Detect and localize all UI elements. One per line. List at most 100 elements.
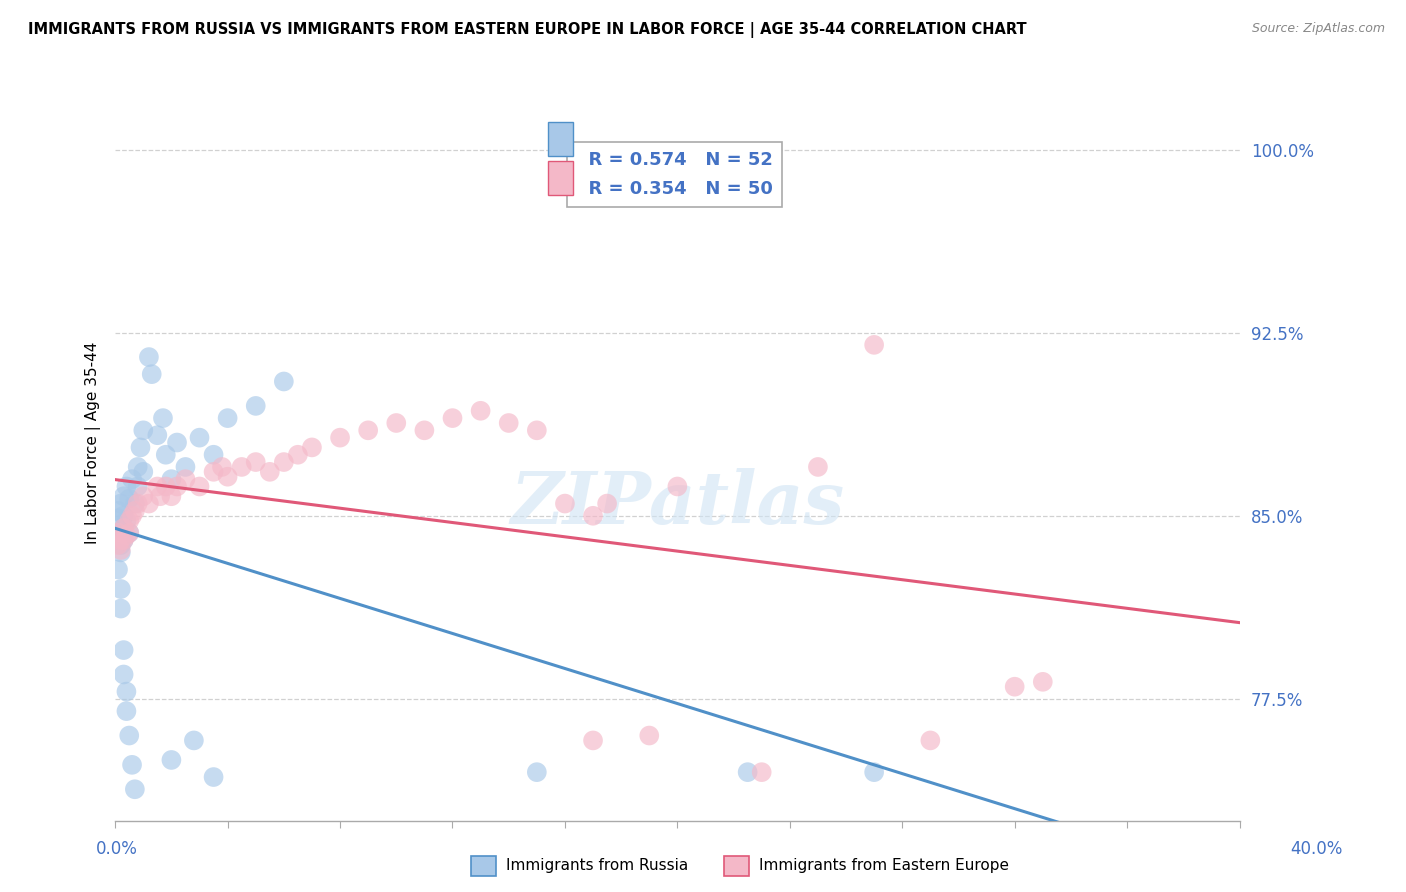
Point	[121, 472, 143, 486]
Point	[273, 455, 295, 469]
Point	[357, 423, 380, 437]
Point	[231, 459, 253, 474]
Point	[110, 538, 132, 552]
Point	[202, 448, 225, 462]
Point	[920, 733, 942, 747]
Point	[112, 508, 135, 523]
Point	[118, 491, 141, 506]
Point	[115, 704, 138, 718]
Point	[138, 350, 160, 364]
Point	[112, 489, 135, 503]
Point	[1032, 674, 1054, 689]
Point	[751, 765, 773, 780]
Point	[863, 765, 886, 780]
Point	[188, 431, 211, 445]
Point	[498, 416, 520, 430]
Bar	[548, 122, 572, 156]
Point	[124, 782, 146, 797]
Point	[110, 543, 132, 558]
Point	[110, 601, 132, 615]
Point	[217, 469, 239, 483]
Point	[107, 533, 129, 548]
Point	[112, 643, 135, 657]
Point	[115, 684, 138, 698]
Text: 0.0%: 0.0%	[96, 840, 138, 858]
Text: Immigrants from Eastern Europe: Immigrants from Eastern Europe	[759, 858, 1010, 872]
Text: R = 0.574   N = 52
  R = 0.354   N = 50: R = 0.574 N = 52 R = 0.354 N = 50	[576, 151, 773, 198]
Point	[807, 459, 830, 474]
Point	[166, 479, 188, 493]
Point	[863, 338, 886, 352]
Point	[188, 479, 211, 493]
Point	[413, 423, 436, 437]
Point	[121, 508, 143, 523]
Y-axis label: In Labor Force | Age 35-44: In Labor Force | Age 35-44	[86, 342, 101, 544]
Point	[160, 489, 183, 503]
Point	[160, 753, 183, 767]
Point	[152, 411, 174, 425]
Point	[596, 497, 619, 511]
Point	[110, 525, 132, 540]
Point	[132, 465, 155, 479]
Point	[174, 472, 197, 486]
Point	[1004, 680, 1026, 694]
Point	[174, 459, 197, 474]
Point	[259, 465, 281, 479]
Text: IMMIGRANTS FROM RUSSIA VS IMMIGRANTS FROM EASTERN EUROPE IN LABOR FORCE | AGE 35: IMMIGRANTS FROM RUSSIA VS IMMIGRANTS FRO…	[28, 22, 1026, 38]
Point	[554, 497, 576, 511]
Point	[107, 504, 129, 518]
Point	[202, 770, 225, 784]
Point	[526, 423, 548, 437]
Point	[115, 514, 138, 528]
Point	[245, 455, 267, 469]
Point	[110, 582, 132, 596]
Point	[582, 508, 605, 523]
Point	[107, 525, 129, 540]
Text: Source: ZipAtlas.com: Source: ZipAtlas.com	[1251, 22, 1385, 36]
Point	[273, 375, 295, 389]
Point	[127, 459, 149, 474]
Point	[107, 538, 129, 552]
Point	[385, 416, 408, 430]
Point	[110, 533, 132, 548]
Point	[107, 525, 129, 540]
Point	[202, 465, 225, 479]
Point	[160, 472, 183, 486]
Point	[112, 533, 135, 548]
Text: Immigrants from Russia: Immigrants from Russia	[506, 858, 689, 872]
Point	[287, 448, 309, 462]
Point	[217, 411, 239, 425]
Point	[127, 497, 149, 511]
Point	[124, 504, 146, 518]
Bar	[548, 161, 572, 195]
Point	[112, 521, 135, 535]
Point	[112, 667, 135, 681]
Point	[149, 489, 172, 503]
Point	[301, 441, 323, 455]
Point	[526, 765, 548, 780]
Point	[737, 765, 759, 780]
Point	[118, 729, 141, 743]
Point	[121, 757, 143, 772]
Point	[132, 489, 155, 503]
Text: 40.0%: 40.0%	[1291, 840, 1343, 858]
Point	[211, 459, 233, 474]
Point	[115, 479, 138, 493]
Point	[245, 399, 267, 413]
Point	[107, 511, 129, 525]
Point	[132, 423, 155, 437]
Point	[155, 448, 177, 462]
Point	[582, 733, 605, 747]
Point	[166, 435, 188, 450]
Point	[666, 479, 689, 493]
Point	[146, 428, 169, 442]
Text: ZIPatlas: ZIPatlas	[510, 467, 845, 539]
Point	[118, 514, 141, 528]
Point	[155, 479, 177, 493]
Point	[470, 404, 492, 418]
Point	[110, 497, 132, 511]
Point	[107, 562, 129, 576]
Point	[118, 525, 141, 540]
Point	[115, 528, 138, 542]
Point	[183, 733, 205, 747]
